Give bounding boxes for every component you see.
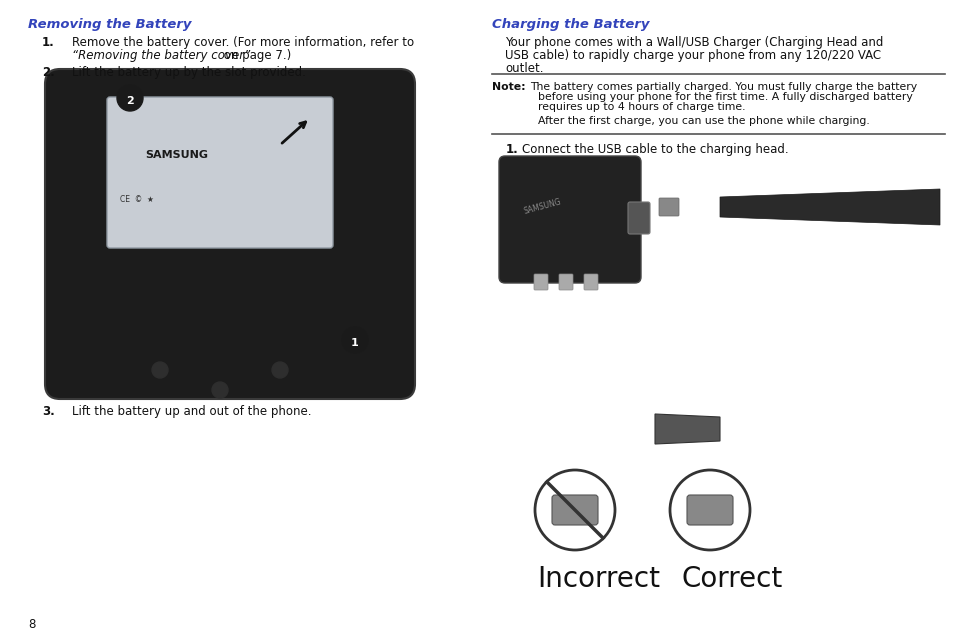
Text: Incorrect: Incorrect [537,565,659,593]
Text: before using your phone for the first time. A fully discharged battery: before using your phone for the first ti… [537,92,912,102]
Text: “Removing the battery cover”: “Removing the battery cover” [71,49,250,62]
Text: Lift the battery up by the slot provided.: Lift the battery up by the slot provided… [71,66,306,79]
Circle shape [341,327,368,353]
Text: SAMSUNG: SAMSUNG [522,197,562,216]
Text: 1: 1 [351,338,358,348]
Circle shape [152,362,168,378]
Circle shape [535,470,615,550]
Text: Removing the Battery: Removing the Battery [28,18,192,31]
FancyBboxPatch shape [45,69,415,399]
FancyBboxPatch shape [107,97,333,248]
FancyBboxPatch shape [659,198,679,216]
Text: Your phone comes with a Wall/USB Charger (Charging Head and: Your phone comes with a Wall/USB Charger… [504,36,882,49]
Text: The battery comes partially charged. You must fully charge the battery: The battery comes partially charged. You… [530,82,916,92]
FancyBboxPatch shape [583,274,598,290]
Text: 2.: 2. [42,66,54,79]
FancyBboxPatch shape [686,495,732,525]
Text: After the first charge, you can use the phone while charging.: After the first charge, you can use the … [537,116,869,126]
Text: requires up to 4 hours of charge time.: requires up to 4 hours of charge time. [537,102,744,112]
Circle shape [272,362,288,378]
Text: outlet.: outlet. [504,62,543,75]
FancyBboxPatch shape [534,274,547,290]
Text: Note:: Note: [492,82,525,92]
Text: 1.: 1. [505,143,518,156]
Text: SAMSUNG: SAMSUNG [145,150,208,160]
Text: CE  ©  ★: CE © ★ [120,195,153,204]
Text: Connect the USB cable to the charging head.: Connect the USB cable to the charging he… [521,143,788,156]
Text: Lift the battery up and out of the phone.: Lift the battery up and out of the phone… [71,405,312,418]
Text: 1.: 1. [42,36,54,49]
FancyBboxPatch shape [498,156,640,283]
Text: 3.: 3. [42,405,54,418]
Text: USB cable) to rapidly charge your phone from any 120/220 VAC: USB cable) to rapidly charge your phone … [504,49,881,62]
Text: 2: 2 [126,96,133,106]
Circle shape [117,85,143,111]
Text: on page 7.): on page 7.) [220,49,291,62]
Text: Charging the Battery: Charging the Battery [492,18,649,31]
Text: Remove the battery cover. (For more information, refer to: Remove the battery cover. (For more info… [71,36,414,49]
Circle shape [669,470,749,550]
Polygon shape [720,189,939,225]
FancyBboxPatch shape [627,202,649,234]
FancyBboxPatch shape [552,495,598,525]
Circle shape [212,382,228,398]
Text: 8: 8 [28,618,35,631]
FancyBboxPatch shape [558,274,573,290]
Polygon shape [655,414,720,444]
Text: Correct: Correct [681,565,782,593]
